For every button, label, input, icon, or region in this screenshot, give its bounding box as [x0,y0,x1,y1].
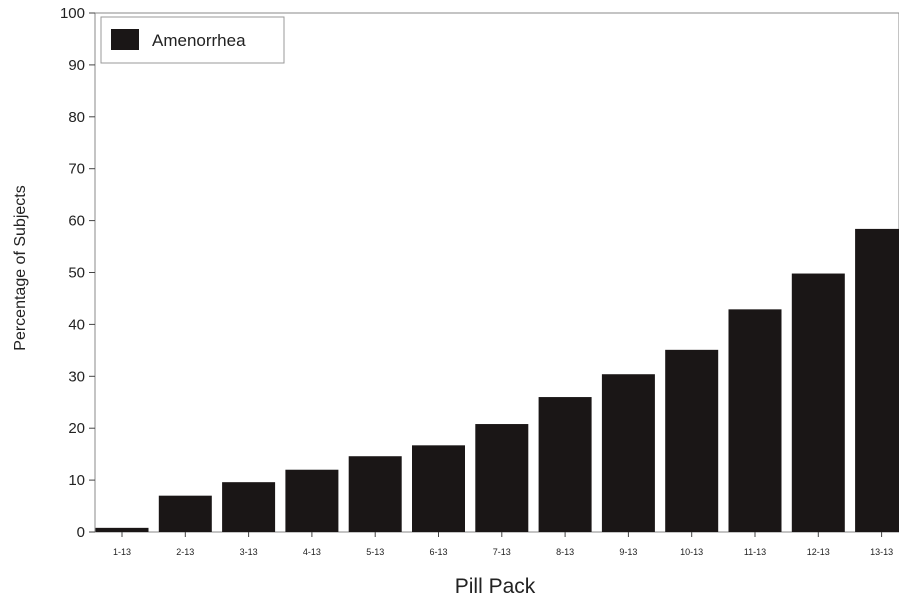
bar [601,374,655,532]
y-tick-label: 0 [77,524,85,541]
legend: Amenorrhea [100,16,285,64]
legend-swatch [111,29,139,50]
x-tick-label: 2-13 [176,547,194,557]
bar [475,424,529,532]
x-tick-label: 4-13 [303,547,321,557]
x-tick-label: 6-13 [429,547,447,557]
bar [222,482,276,532]
x-tick-label: 10-13 [680,547,703,557]
bar [855,228,899,533]
x-axis-title: Pill Pack [455,575,536,598]
y-tick-label: 10 [68,472,85,489]
x-axis: 1-13 2-13 3-13 4-13 5-13 6-13 7-13 8-13 9-13 10-1… [113,532,893,557]
bar [412,445,465,532]
x-tick-label: 3-13 [240,547,258,557]
x-tick-label: 9-13 [619,547,637,557]
bar [538,397,592,532]
bar [791,273,845,532]
x-tick-label: 13-13 [870,547,893,557]
y-tick-label: 50 [68,265,85,282]
bar [728,309,782,532]
y-tick-label: 90 [68,57,85,74]
x-tick-label: 11-13 [744,547,766,557]
bars [95,228,899,533]
y-tick-label: 70 [68,161,85,178]
y-axis: 0 10 20 30 40 50 60 70 80 90 100 [60,5,95,541]
y-axis-title: Percentage of Subjects [12,185,29,350]
x-tick-label: 5-13 [366,547,384,557]
bar [95,527,149,532]
x-tick-label: 8-13 [556,547,574,557]
x-tick-label: 7-13 [493,547,511,557]
bar [285,469,339,532]
y-tick-label: 60 [68,213,85,230]
y-tick-label: 80 [68,109,85,126]
bar [665,349,719,532]
x-tick-label: 1-13 [113,547,131,557]
bar [158,495,212,532]
y-tick-label: 40 [68,316,85,333]
y-tick-label: 30 [68,368,85,385]
bar [348,456,402,532]
y-tick-label: 100 [60,5,85,22]
y-tick-label: 20 [68,420,85,437]
legend-label: Amenorrhea [152,31,246,50]
x-tick-label: 12-13 [807,547,830,557]
